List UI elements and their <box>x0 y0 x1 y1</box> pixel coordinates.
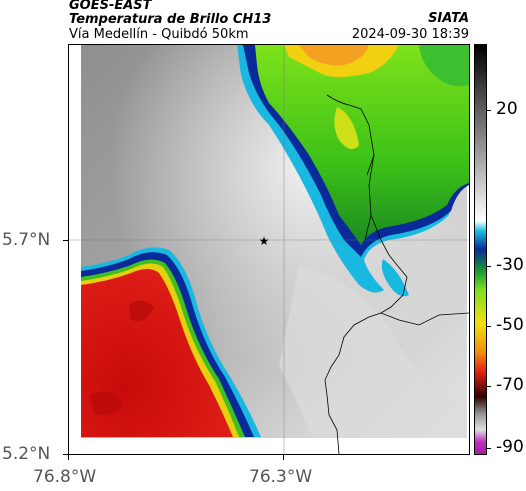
route-subtitle: Vía Medellín - Quibdó 50km <box>69 27 249 42</box>
cold-cloud-southwest <box>81 247 261 437</box>
lat-tick-mark <box>63 454 68 455</box>
colorbar-tick-mark <box>486 326 491 327</box>
colorbar-tick-label: -50 <box>496 315 524 335</box>
satellite-map[interactable]: ★ <box>68 44 470 455</box>
cold-cloud-northeast <box>237 45 469 293</box>
colorbar-tick-label: 20 <box>496 99 518 119</box>
colorbar <box>474 44 487 455</box>
lon-tick-label: 76.8°W <box>33 467 97 487</box>
lat-tick-mark <box>63 240 68 241</box>
colorbar-tick-label: -70 <box>496 375 524 395</box>
boundary-line <box>324 94 408 454</box>
colorbar-tick-label: -90 <box>496 437 524 457</box>
organization-label: SIATA <box>428 11 469 26</box>
location-star-icon[interactable]: ★ <box>259 234 270 248</box>
lon-tick-mark <box>283 455 284 460</box>
colorbar-tick-mark <box>486 266 491 267</box>
colorbar-tick-label: -30 <box>496 255 524 275</box>
lon-tick-mark <box>68 455 69 460</box>
lat-tick-label: 5.2°N <box>2 444 51 464</box>
product-title: Temperatura de Brillo CH13 <box>69 12 272 27</box>
colorbar-tick-mark <box>486 386 491 387</box>
colorbar-tick-mark <box>486 110 491 111</box>
timestamp: 2024-09-30 18:39 <box>351 27 469 42</box>
lat-tick-label: 5.7°N <box>2 230 51 250</box>
lon-tick-label: 76.3°W <box>249 467 313 487</box>
satellite-name: GOES-EAST <box>69 0 152 13</box>
colorbar-tick-mark <box>486 448 491 449</box>
map-raster: ★ <box>69 45 469 454</box>
